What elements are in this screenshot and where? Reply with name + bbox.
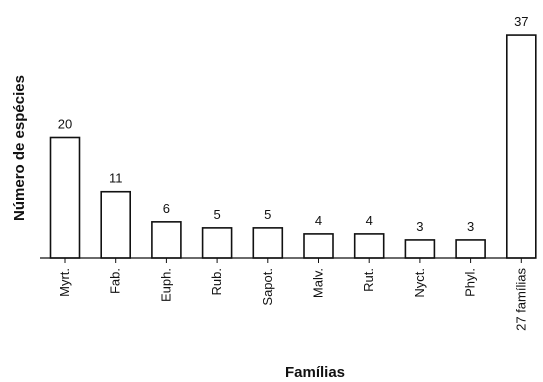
bar-10 [505, 34, 537, 259]
x-tick-label: Rut. [361, 268, 376, 292]
x-tick-label: Phyl. [463, 268, 478, 297]
bar-7 [353, 233, 385, 259]
x-tick-label: Fab. [108, 268, 123, 294]
x-tick-label: Myrt. [57, 268, 72, 297]
y-axis-label: Número de espécies [11, 75, 28, 221]
bar-6 [303, 233, 334, 259]
bar-9 [455, 239, 486, 259]
bar-value-label: 5 [264, 207, 271, 222]
bar-5 [252, 227, 284, 259]
bar-value-label: 3 [467, 219, 474, 234]
bar-value-label: 3 [416, 219, 423, 234]
bar-8 [404, 239, 436, 259]
plot-area: 20 Myrt. 11 Fab. 6 Euph. 5 Rub. 5 Sapot. 4 Malv. 4 Ru… [49, 14, 537, 331]
x-tick-label: Euph. [158, 268, 173, 302]
x-tick-label: Rub. [209, 268, 224, 295]
bar-1 [49, 136, 81, 259]
x-tick-label: Nyct. [412, 268, 427, 298]
bar-2 [100, 190, 131, 259]
bar-3 [151, 221, 182, 259]
x-tick-label: Sapot. [260, 268, 275, 306]
bar-value-label: 4 [315, 213, 322, 228]
bar-4 [201, 227, 233, 259]
bar-value-label: 5 [213, 207, 220, 222]
bar-value-label: 4 [366, 213, 373, 228]
bar-value-label: 11 [109, 171, 123, 186]
bar-value-label: 20 [58, 117, 72, 132]
x-tick-label: Malv. [311, 268, 326, 298]
x-tick-label: 27 famílias [513, 268, 528, 331]
x-axis-label: Famílias [285, 364, 345, 381]
bar-value-label: 37 [514, 14, 528, 29]
bar-value-label: 6 [163, 201, 170, 216]
